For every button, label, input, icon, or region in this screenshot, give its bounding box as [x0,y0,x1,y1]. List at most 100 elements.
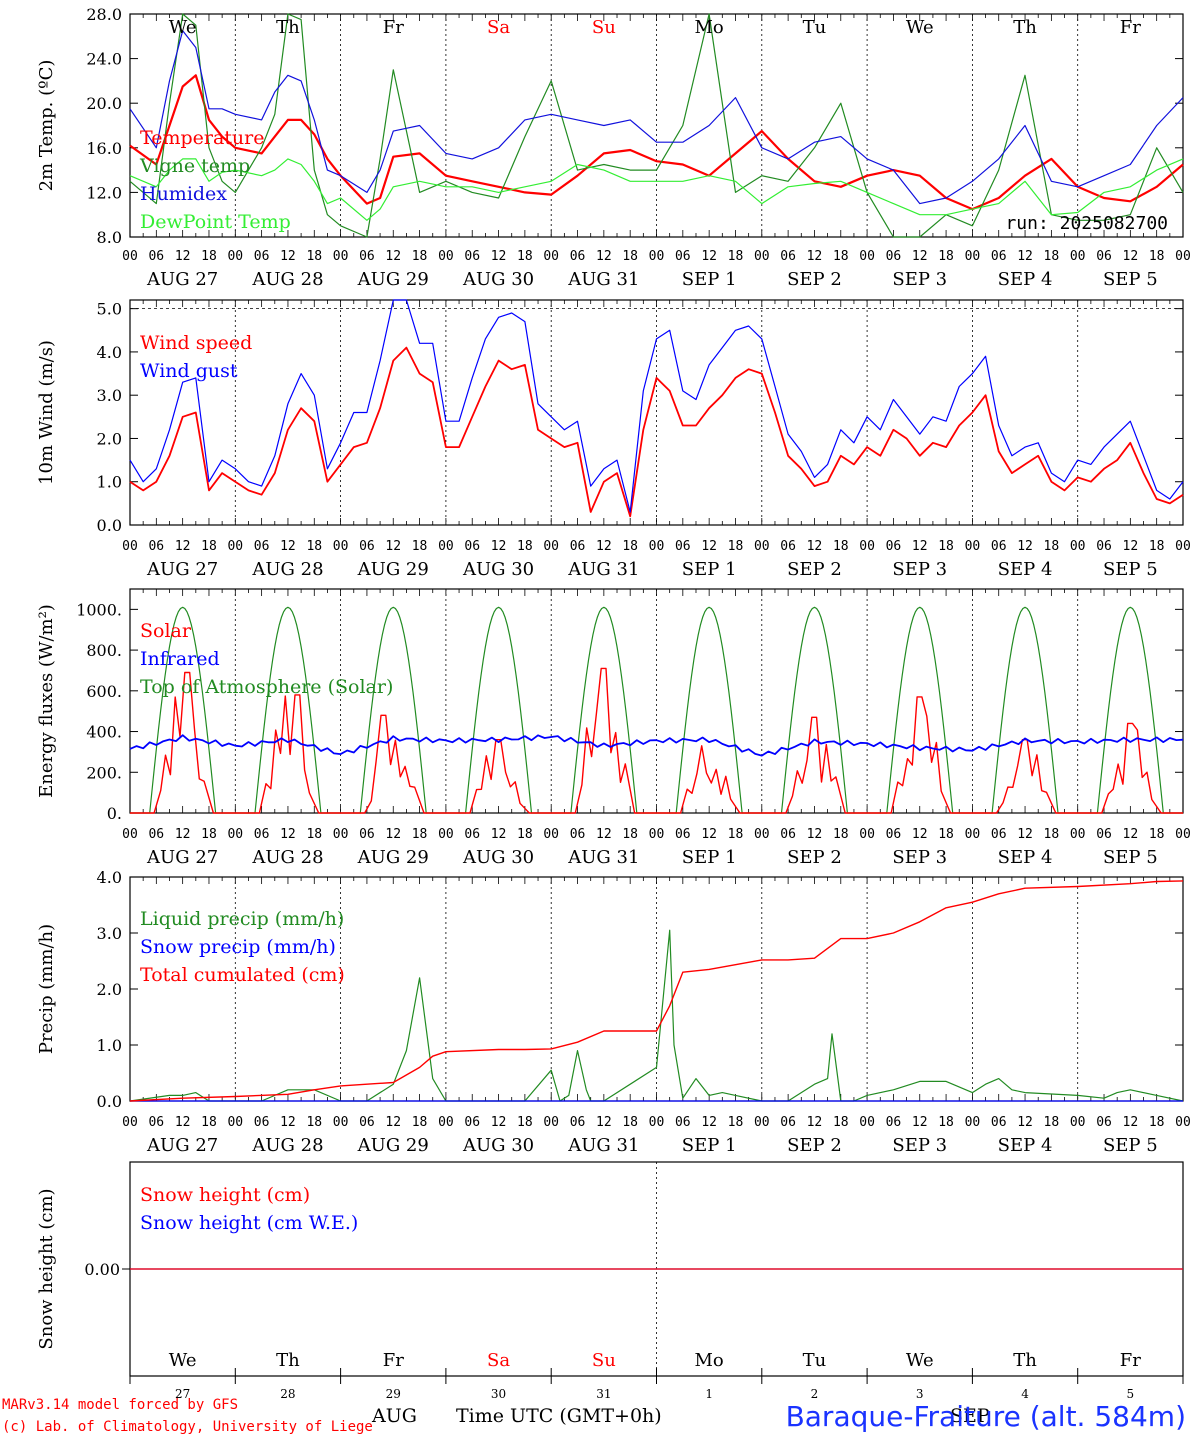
hour-label: 00 [438,1115,454,1130]
hour-label: 06 [780,1115,796,1130]
hour-label: 18 [201,249,217,264]
hour-label: 06 [359,539,375,554]
date-label: AUG 27 [146,847,218,868]
y-tick-label: 400. [86,723,122,742]
weekday-label-top: We [906,17,934,38]
temp-legend-3: DewPoint Temp [140,211,291,233]
precip-y-axis-label: Precip (mm/h) [36,924,57,1054]
hour-label: 00 [1175,249,1191,264]
weekday-label-top: Th [276,17,300,38]
date-label: SEP 5 [1103,847,1158,868]
time-axis-label: Time UTC (GMT+0h) [456,1405,662,1427]
hour-label: 06 [254,249,270,264]
weekday-label-bottom: Fr [383,1350,404,1371]
hour-label: 12 [596,1115,612,1130]
precip-legend-2: Total cumulated (cm) [140,964,345,986]
hour-label: 00 [227,249,243,264]
y-tick-label: 0. [107,804,122,823]
hour-label: 00 [333,539,349,554]
model-credit: MARv3.14 model forced by GFS [2,1397,239,1413]
day-number-label: 29 [386,1387,401,1401]
hour-label: 00 [438,249,454,264]
temp-series-3 [129,158,1184,221]
hour-label: 12 [701,1115,717,1130]
y-tick-label: 4.0 [97,868,122,887]
hour-label: 12 [1123,1115,1139,1130]
energy-legend-0: Solar [140,620,192,642]
hour-label: 00 [965,1115,981,1130]
hour-label: 00 [438,539,454,554]
hour-label: 18 [412,249,428,264]
hour-label: 12 [596,249,612,264]
date-label: SEP 4 [998,847,1053,868]
temp-series-1 [129,13,1184,238]
hour-label: 12 [1123,827,1139,842]
hour-label: 18 [1149,249,1165,264]
weekday-label-bottom: Su [592,1350,616,1371]
y-tick-label: 1000. [76,600,122,619]
hour-label: 00 [754,1115,770,1130]
date-label: SEP 3 [892,847,947,868]
hour-label: 12 [175,249,191,264]
hour-label: 12 [280,827,296,842]
y-tick-label: 8.0 [97,228,122,247]
hour-label: 00 [1070,827,1086,842]
hour-label: 06 [359,827,375,842]
hour-label: 12 [385,539,401,554]
hour-label: 18 [412,539,428,554]
hour-label: 18 [1149,827,1165,842]
hour-label: 12 [385,827,401,842]
hour-label: 06 [991,249,1007,264]
snow-y-axis-label: Snow height (cm) [36,1188,57,1349]
weekday-label-top: Sa [487,17,510,38]
hour-label: 12 [491,1115,507,1130]
hour-label: 00 [649,827,665,842]
hour-label: 06 [148,1115,164,1130]
hour-label: 06 [359,249,375,264]
hour-label: 06 [254,827,270,842]
hour-label: 18 [938,1115,954,1130]
hour-label: 12 [175,1115,191,1130]
y-tick-label: 1.0 [97,1036,122,1055]
hour-label: 00 [333,827,349,842]
date-label: SEP 2 [787,269,842,290]
weekday-label-top: Su [592,17,616,38]
wind-y-axis-label: 10m Wind (m/s) [36,340,57,485]
energy-legend-2: Top of Atmosphere (Solar) [140,676,393,698]
y-tick-label: 800. [86,641,122,660]
y-tick-label: 4.0 [97,343,122,362]
date-label: SEP 5 [1103,1135,1158,1156]
hour-label: 00 [122,539,138,554]
date-label: SEP 2 [787,847,842,868]
hour-label: 12 [807,827,823,842]
hour-label: 06 [359,1115,375,1130]
hour-label: 12 [912,249,928,264]
weekday-label-top: We [169,17,197,38]
hour-label: 18 [833,1115,849,1130]
date-label: AUG 31 [567,1135,639,1156]
hour-label: 12 [491,249,507,264]
y-tick-label: 200. [86,763,122,782]
hour-label: 00 [122,827,138,842]
weekday-label-bottom: We [169,1350,197,1371]
date-label: SEP 3 [892,269,947,290]
hour-label: 18 [517,539,533,554]
hour-label: 12 [701,539,717,554]
weekday-label-top: Fr [383,17,404,38]
date-label: AUG 27 [146,1135,218,1156]
date-label: SEP 1 [682,559,737,580]
wind-series-1 [129,299,1184,513]
y-tick-label: 3.0 [97,386,122,405]
weekday-label-bottom: Mo [695,1350,724,1371]
hour-label: 12 [385,1115,401,1130]
y-tick-label: 5.0 [97,300,122,319]
precip-series-2 [129,880,1184,1102]
hour-label: 00 [859,1115,875,1130]
date-label: AUG 30 [462,269,534,290]
hour-label: 00 [543,1115,559,1130]
wind-legend-0: Wind speed [140,332,252,354]
date-label: SEP 2 [787,559,842,580]
snow-legend-0: Snow height (cm) [140,1184,310,1206]
energy-series-infrared [129,734,1184,757]
day-number-label: 31 [596,1387,611,1401]
